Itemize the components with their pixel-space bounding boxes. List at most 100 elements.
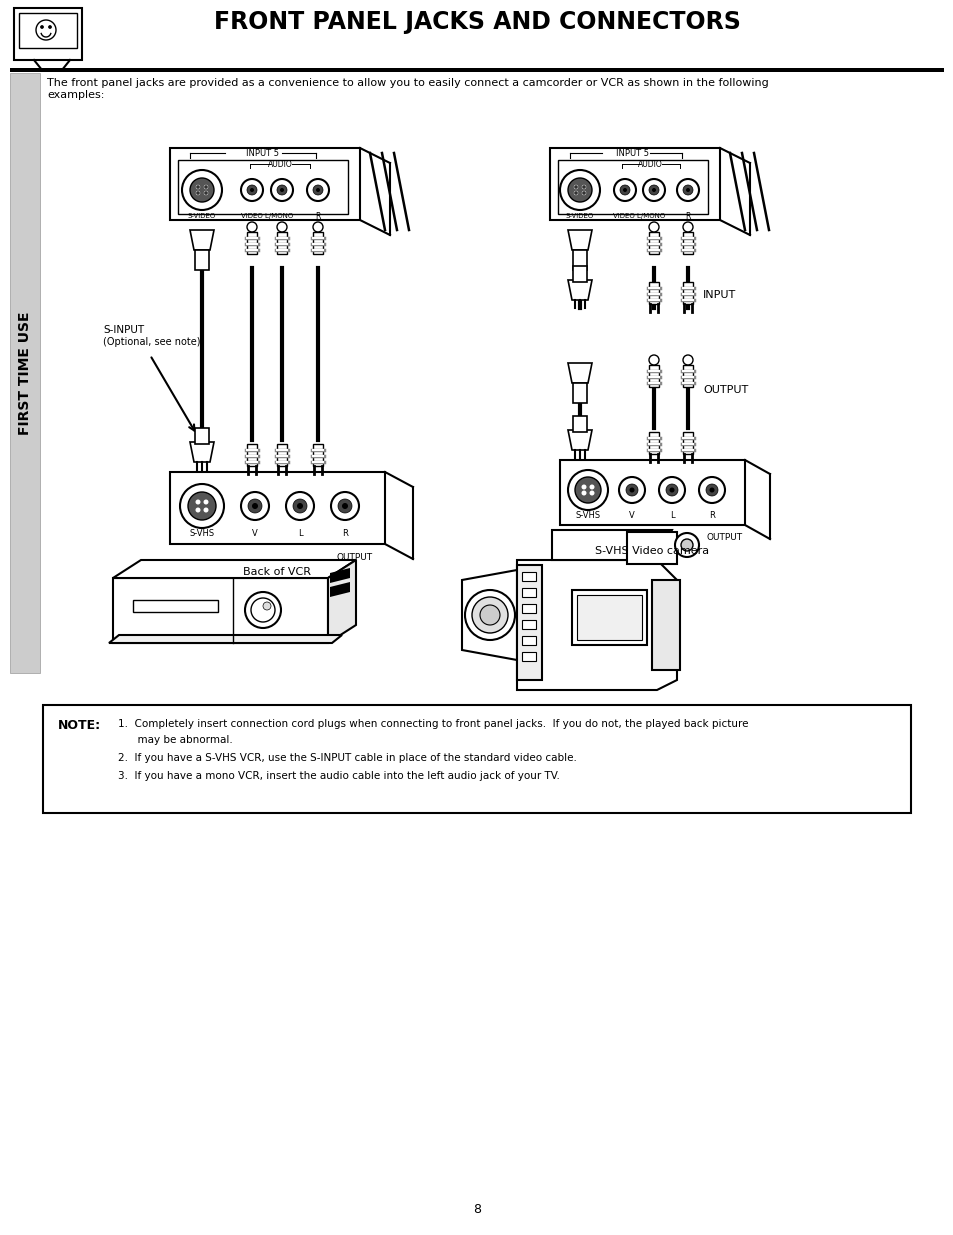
Circle shape — [180, 484, 224, 529]
Text: 3.  If you have a mono VCR, insert the audio cable into the left audio jack of y: 3. If you have a mono VCR, insert the au… — [118, 771, 559, 781]
Text: R: R — [684, 211, 690, 221]
Bar — [313, 445, 323, 466]
Text: FIRST TIME USE: FIRST TIME USE — [18, 311, 32, 435]
Circle shape — [248, 499, 262, 513]
Bar — [682, 232, 692, 254]
Circle shape — [251, 598, 274, 622]
Circle shape — [247, 222, 256, 232]
Bar — [558, 161, 707, 214]
Circle shape — [677, 179, 699, 201]
Bar — [170, 148, 359, 220]
Text: VIDEO L/MONO: VIDEO L/MONO — [612, 212, 664, 219]
Circle shape — [705, 484, 718, 496]
Text: OUTPUT: OUTPUT — [702, 385, 747, 395]
Text: S-VIDEO: S-VIDEO — [188, 212, 216, 219]
Text: OUTPUT: OUTPUT — [706, 532, 742, 541]
Circle shape — [276, 185, 287, 195]
Text: INPUT: INPUT — [702, 290, 736, 300]
Bar — [521, 652, 536, 661]
Circle shape — [203, 508, 209, 513]
Text: VIDEO L/MONO: VIDEO L/MONO — [240, 212, 293, 219]
Circle shape — [241, 179, 263, 201]
Text: L: L — [669, 510, 674, 520]
Circle shape — [575, 477, 600, 503]
Circle shape — [479, 605, 499, 625]
Text: The front panel jacks are provided as a convenience to allow you to easily conne: The front panel jacks are provided as a … — [47, 78, 768, 100]
Bar — [178, 161, 348, 214]
Circle shape — [682, 222, 692, 232]
Bar — [573, 416, 586, 432]
Circle shape — [659, 477, 684, 503]
Circle shape — [581, 484, 586, 489]
Bar — [10, 68, 943, 72]
Polygon shape — [112, 559, 355, 578]
Bar — [573, 383, 586, 403]
Text: S-VHS: S-VHS — [575, 510, 600, 520]
Circle shape — [331, 492, 358, 520]
Circle shape — [276, 222, 287, 232]
Circle shape — [567, 471, 607, 510]
Circle shape — [582, 191, 585, 194]
Bar — [550, 148, 720, 220]
Polygon shape — [330, 568, 350, 583]
Bar — [276, 445, 287, 466]
Circle shape — [307, 179, 329, 201]
Circle shape — [250, 188, 253, 191]
Polygon shape — [567, 230, 592, 249]
Text: 2.  If you have a S-VHS VCR, use the S-INPUT cable in place of the standard vide: 2. If you have a S-VHS VCR, use the S-IN… — [118, 753, 577, 763]
Text: FRONT PANEL JACKS AND CONNECTORS: FRONT PANEL JACKS AND CONNECTORS — [213, 10, 740, 35]
Circle shape — [582, 185, 585, 189]
Bar — [112, 578, 328, 643]
Polygon shape — [552, 530, 671, 559]
Bar — [521, 636, 536, 645]
Circle shape — [589, 484, 594, 489]
Bar — [194, 429, 209, 445]
Text: NOTE:: NOTE: — [58, 719, 101, 732]
Circle shape — [629, 488, 634, 493]
Circle shape — [574, 185, 577, 189]
Circle shape — [196, 191, 199, 194]
Polygon shape — [517, 559, 677, 690]
Polygon shape — [109, 635, 341, 643]
Text: V: V — [252, 530, 257, 538]
Bar — [573, 249, 586, 270]
Circle shape — [280, 188, 284, 191]
Circle shape — [618, 477, 644, 503]
Circle shape — [682, 185, 692, 195]
Circle shape — [204, 190, 208, 195]
Circle shape — [195, 499, 200, 505]
Circle shape — [293, 499, 307, 513]
Bar — [577, 595, 641, 640]
Text: R: R — [342, 530, 348, 538]
Bar — [517, 564, 541, 680]
Bar — [682, 282, 692, 304]
Circle shape — [675, 534, 699, 557]
Text: S-VHS: S-VHS — [190, 530, 214, 538]
Bar — [559, 459, 744, 525]
Circle shape — [472, 597, 507, 634]
Circle shape — [241, 492, 269, 520]
Bar — [247, 445, 256, 466]
Circle shape — [665, 484, 678, 496]
Circle shape — [190, 178, 213, 203]
Circle shape — [581, 490, 586, 495]
Circle shape — [245, 592, 281, 629]
Text: L: L — [297, 530, 302, 538]
Text: 1.  Completely insert connection cord plugs when connecting to front panel jacks: 1. Completely insert connection cord plu… — [118, 719, 748, 729]
Bar — [194, 249, 209, 270]
Text: V: V — [628, 510, 634, 520]
Circle shape — [196, 185, 199, 189]
Circle shape — [682, 354, 692, 366]
Circle shape — [559, 170, 599, 210]
Bar — [648, 232, 659, 254]
Bar — [682, 432, 692, 454]
Bar — [648, 282, 659, 304]
Bar — [313, 232, 323, 254]
Circle shape — [252, 503, 257, 509]
Polygon shape — [567, 430, 592, 450]
Circle shape — [581, 190, 585, 195]
Circle shape — [680, 538, 692, 551]
Circle shape — [464, 590, 515, 640]
Circle shape — [573, 185, 578, 189]
Bar — [521, 604, 536, 613]
